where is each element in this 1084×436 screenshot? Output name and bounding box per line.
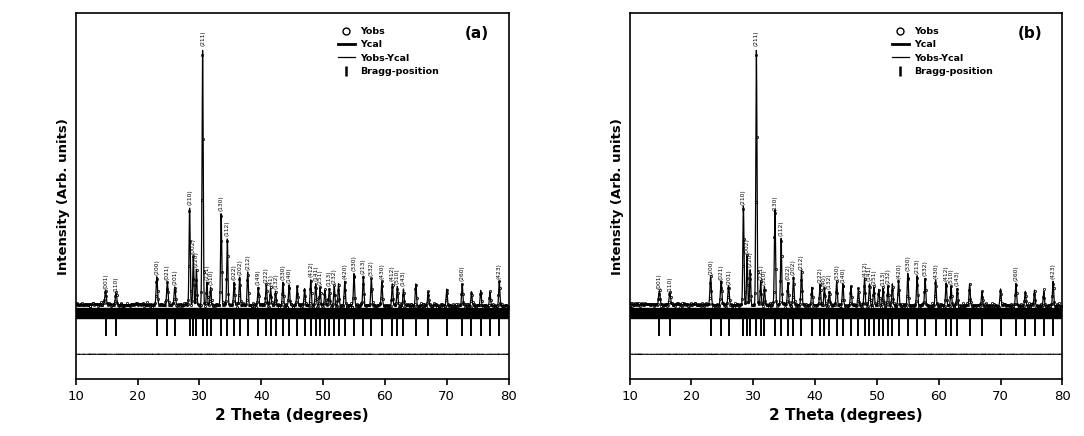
Text: (143): (143) bbox=[955, 271, 959, 286]
Text: (201): (201) bbox=[726, 269, 731, 285]
Text: (412): (412) bbox=[862, 262, 867, 277]
Text: (220): (220) bbox=[194, 251, 198, 267]
Text: (412): (412) bbox=[944, 266, 948, 281]
Text: (001): (001) bbox=[657, 273, 662, 289]
Text: (202): (202) bbox=[237, 259, 242, 275]
Text: (212): (212) bbox=[245, 254, 250, 270]
Text: (210): (210) bbox=[740, 190, 746, 205]
Y-axis label: Intensity (Arb. units): Intensity (Arb. units) bbox=[611, 118, 624, 275]
Legend: Yobs, Ycal, Yobs-Ycal, Bragg-position: Yobs, Ycal, Yobs-Ycal, Bragg-position bbox=[334, 23, 443, 80]
Text: (130): (130) bbox=[219, 195, 223, 211]
Text: (112): (112) bbox=[224, 221, 230, 236]
Text: (221): (221) bbox=[758, 264, 763, 280]
Text: (110): (110) bbox=[668, 276, 672, 292]
Text: (200): (200) bbox=[708, 259, 713, 275]
X-axis label: 2 Theta (degrees): 2 Theta (degrees) bbox=[216, 408, 369, 423]
Text: (001): (001) bbox=[103, 273, 108, 289]
Text: (022): (022) bbox=[232, 264, 236, 280]
Text: (41): (41) bbox=[268, 275, 273, 286]
Text: (a): (a) bbox=[465, 26, 489, 41]
Text: (222): (222) bbox=[817, 267, 823, 283]
Text: (420): (420) bbox=[896, 263, 901, 279]
Text: (210): (210) bbox=[188, 190, 192, 205]
Legend: Yobs, Ycal, Yobs-Ycal, Bragg-position: Yobs, Ycal, Yobs-Ycal, Bragg-position bbox=[888, 23, 997, 80]
Text: (143): (143) bbox=[401, 271, 405, 286]
Text: (200): (200) bbox=[154, 259, 159, 275]
Text: (310): (310) bbox=[762, 269, 766, 285]
Text: (420): (420) bbox=[343, 263, 347, 279]
Text: (412): (412) bbox=[308, 262, 313, 277]
Text: (141): (141) bbox=[313, 266, 319, 281]
Text: (022): (022) bbox=[786, 264, 790, 280]
Text: (021): (021) bbox=[165, 264, 170, 280]
Text: (149): (149) bbox=[256, 269, 261, 285]
Text: (213): (213) bbox=[361, 258, 365, 274]
Text: (212): (212) bbox=[799, 254, 804, 270]
Text: (330): (330) bbox=[281, 264, 285, 280]
Text: (130): (130) bbox=[773, 195, 777, 211]
Bar bbox=[630, 307, 1062, 318]
Text: (140): (140) bbox=[286, 267, 292, 283]
Text: (510): (510) bbox=[948, 268, 954, 284]
Text: (430): (430) bbox=[379, 263, 385, 279]
Text: (141): (141) bbox=[867, 266, 872, 281]
Text: (310): (310) bbox=[208, 269, 214, 285]
Text: (330): (330) bbox=[835, 264, 839, 280]
Text: (140): (140) bbox=[840, 267, 846, 283]
Text: (430): (430) bbox=[933, 263, 938, 279]
Text: (110): (110) bbox=[114, 276, 118, 292]
Text: (260): (260) bbox=[460, 266, 465, 281]
Text: (211): (211) bbox=[201, 31, 205, 46]
Text: (132): (132) bbox=[273, 273, 278, 289]
Text: (232): (232) bbox=[332, 268, 337, 284]
Text: (222): (222) bbox=[263, 267, 269, 283]
Text: (330): (330) bbox=[905, 255, 911, 271]
Text: (412): (412) bbox=[390, 266, 395, 281]
Text: (232): (232) bbox=[886, 268, 891, 284]
Text: (132): (132) bbox=[827, 273, 831, 289]
Text: (332): (332) bbox=[922, 260, 928, 276]
Text: (113): (113) bbox=[326, 271, 332, 286]
Text: (211): (211) bbox=[753, 31, 759, 46]
Text: (40): (40) bbox=[822, 274, 827, 286]
Y-axis label: Intensity (Arb. units): Intensity (Arb. units) bbox=[57, 118, 70, 275]
X-axis label: 2 Theta (degrees): 2 Theta (degrees) bbox=[770, 408, 922, 423]
Text: (b): (b) bbox=[1018, 26, 1043, 41]
Text: (213): (213) bbox=[915, 258, 919, 274]
Text: (330): (330) bbox=[351, 255, 357, 271]
Text: (002): (002) bbox=[191, 238, 196, 254]
Text: (251): (251) bbox=[318, 269, 323, 285]
Text: (220): (220) bbox=[748, 251, 752, 267]
Text: (113): (113) bbox=[880, 271, 886, 286]
Text: (251): (251) bbox=[872, 269, 876, 285]
Text: (260): (260) bbox=[1014, 266, 1019, 281]
Text: (002): (002) bbox=[745, 238, 750, 254]
Text: (423): (423) bbox=[1050, 263, 1056, 279]
Bar bbox=[76, 307, 508, 318]
Text: (202): (202) bbox=[791, 259, 796, 275]
Text: (332): (332) bbox=[369, 260, 374, 276]
Text: (021): (021) bbox=[719, 264, 724, 280]
Text: (423): (423) bbox=[496, 263, 502, 279]
Text: (221): (221) bbox=[205, 264, 209, 280]
Text: (112): (112) bbox=[778, 221, 784, 236]
Text: (201): (201) bbox=[172, 269, 178, 285]
Text: (510): (510) bbox=[395, 268, 400, 284]
